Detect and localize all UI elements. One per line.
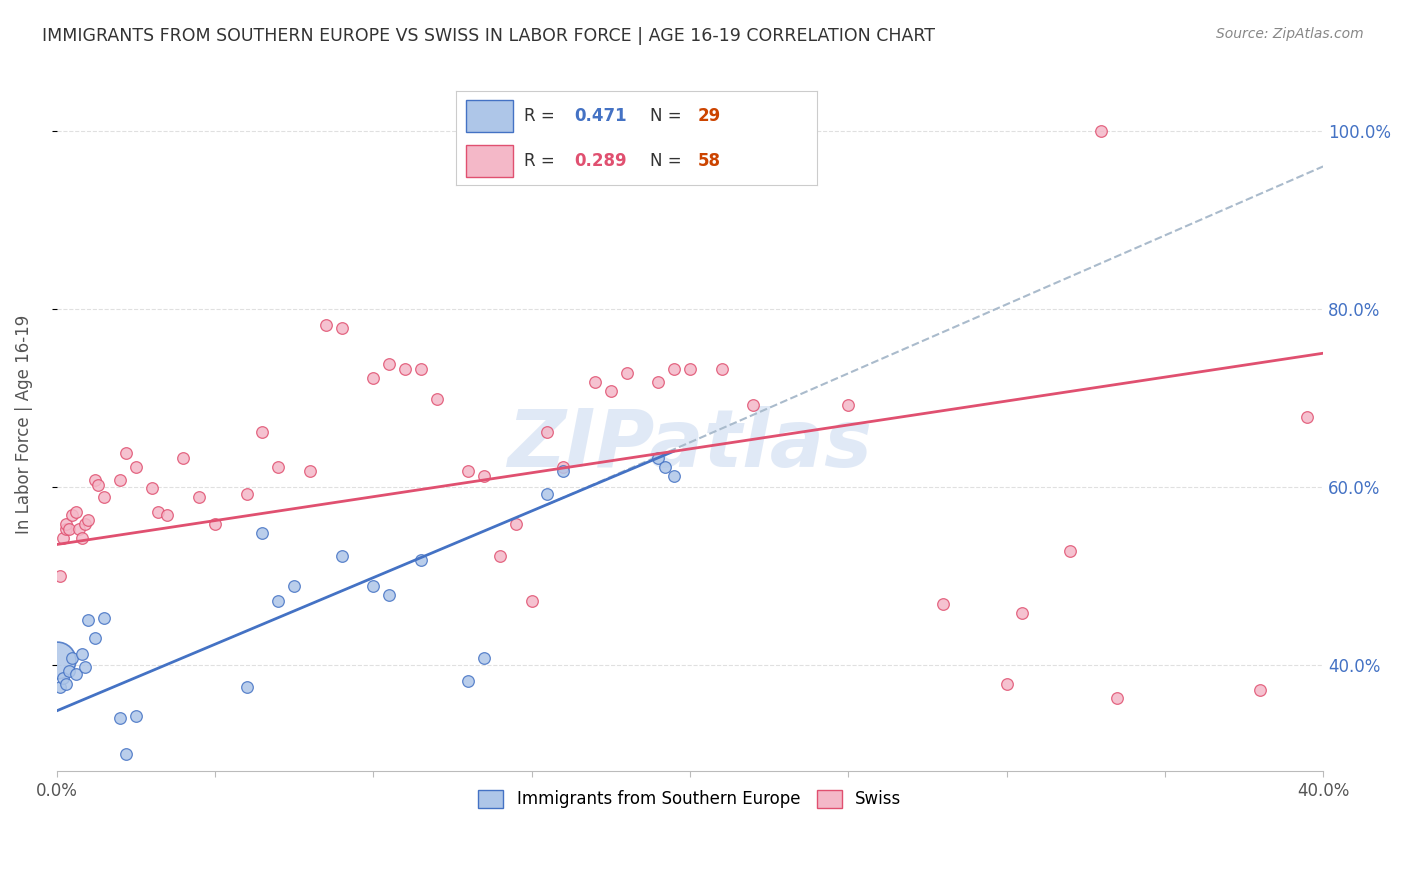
Point [315, 318, 337, 332]
Point [679, 362, 702, 376]
Point [489, 549, 512, 563]
Text: IMMIGRANTS FROM SOUTHERN EUROPE VS SWISS IN LABOR FORCE | AGE 16-19 CORRELATION : IMMIGRANTS FROM SOUTHERN EUROPE VS SWISS… [42, 27, 935, 45]
Point [1249, 682, 1271, 697]
Point [583, 375, 606, 389]
Point [710, 362, 733, 376]
Point [1107, 691, 1129, 706]
Point [83, 631, 105, 645]
Point [252, 425, 274, 439]
Point [298, 464, 321, 478]
Point [125, 460, 148, 475]
Point [616, 366, 638, 380]
Point [77, 514, 100, 528]
Point [330, 549, 353, 563]
Point [115, 446, 138, 460]
Point [235, 680, 257, 694]
Point [457, 673, 479, 688]
Point [426, 392, 449, 407]
Point [1011, 606, 1033, 620]
Point [536, 425, 558, 439]
Point [62, 508, 84, 523]
Text: Source: ZipAtlas.com: Source: ZipAtlas.com [1216, 27, 1364, 41]
Point [378, 357, 401, 371]
Point [156, 508, 179, 523]
Point [361, 579, 384, 593]
Point [77, 613, 100, 627]
Point [52, 531, 75, 545]
Point [932, 597, 955, 611]
Point [52, 671, 75, 685]
Point [1059, 543, 1081, 558]
Point [55, 517, 77, 532]
Point [87, 478, 110, 492]
Point [49, 568, 72, 582]
Point [252, 525, 274, 540]
Point [267, 593, 290, 607]
Point [662, 362, 685, 376]
Point [204, 517, 226, 532]
Point [837, 398, 859, 412]
Point [1296, 410, 1319, 425]
Point [472, 650, 495, 665]
Point [472, 469, 495, 483]
Point [67, 522, 90, 536]
Point [662, 469, 685, 483]
Point [553, 460, 575, 475]
Point [654, 460, 676, 475]
Point [172, 451, 194, 466]
Point [70, 647, 93, 661]
Point [58, 664, 80, 678]
Point [108, 711, 131, 725]
Point [235, 487, 257, 501]
Point [409, 362, 432, 376]
Point [75, 660, 97, 674]
Point [45, 653, 67, 667]
Point [330, 321, 353, 335]
Point [1090, 124, 1112, 138]
Point [93, 491, 115, 505]
Point [742, 398, 765, 412]
Y-axis label: In Labor Force | Age 16-19: In Labor Force | Age 16-19 [15, 315, 32, 534]
Point [553, 464, 575, 478]
Point [394, 362, 416, 376]
Point [647, 375, 669, 389]
Point [283, 579, 305, 593]
Point [55, 522, 77, 536]
Point [58, 522, 80, 536]
Point [520, 593, 543, 607]
Point [457, 464, 479, 478]
Point [115, 747, 138, 761]
Point [647, 451, 669, 466]
Point [65, 505, 87, 519]
Point [409, 552, 432, 566]
Legend: Immigrants from Southern Europe, Swiss: Immigrants from Southern Europe, Swiss [471, 783, 908, 815]
Text: ZIPatlas: ZIPatlas [508, 406, 872, 484]
Point [378, 588, 401, 602]
Point [93, 611, 115, 625]
Point [75, 517, 97, 532]
Point [70, 531, 93, 545]
Point [49, 680, 72, 694]
Point [361, 371, 384, 385]
Point [188, 491, 211, 505]
Point [146, 505, 169, 519]
Point [108, 473, 131, 487]
Point [536, 487, 558, 501]
Point [599, 384, 621, 398]
Point [83, 473, 105, 487]
Point [267, 460, 290, 475]
Point [125, 709, 148, 723]
Point [62, 650, 84, 665]
Point [55, 677, 77, 691]
Point [995, 677, 1018, 691]
Point [65, 666, 87, 681]
Point [505, 517, 527, 532]
Point [141, 482, 163, 496]
